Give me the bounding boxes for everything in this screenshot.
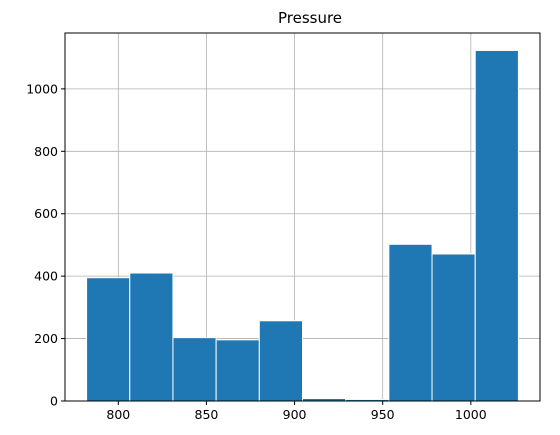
histogram-bars xyxy=(86,49,519,402)
x-tick-label: 850 xyxy=(195,407,219,422)
histogram-bar-3 xyxy=(172,337,217,402)
x-tick-label: 950 xyxy=(371,407,395,422)
y-tick-label: 800 xyxy=(34,144,58,159)
y-tick-label: 1000 xyxy=(26,81,58,96)
chart-title: Pressure xyxy=(278,9,342,27)
x-tick-label: 900 xyxy=(283,407,307,422)
axes xyxy=(64,32,541,402)
histogram-bar-2 xyxy=(129,272,174,402)
histogram-bar-10 xyxy=(474,49,519,402)
histogram-bar-9 xyxy=(431,253,476,402)
x-axis-ticks: 800 850 900 950 1000 xyxy=(106,401,487,422)
histogram-bar-5 xyxy=(258,320,303,402)
histogram-bar-4 xyxy=(215,339,260,402)
y-tick-label: 600 xyxy=(34,206,58,221)
x-tick-label: 1000 xyxy=(455,407,487,422)
y-tick-label: 0 xyxy=(50,394,58,409)
y-tick-label: 400 xyxy=(34,269,58,284)
axes-frame xyxy=(64,32,541,402)
histogram-bar-8 xyxy=(388,243,433,402)
y-axis-ticks: 0 200 400 600 800 1000 xyxy=(26,81,65,409)
histogram-bar-1 xyxy=(86,277,131,402)
y-tick-label: 200 xyxy=(34,331,58,346)
x-tick-label: 800 xyxy=(106,407,130,422)
